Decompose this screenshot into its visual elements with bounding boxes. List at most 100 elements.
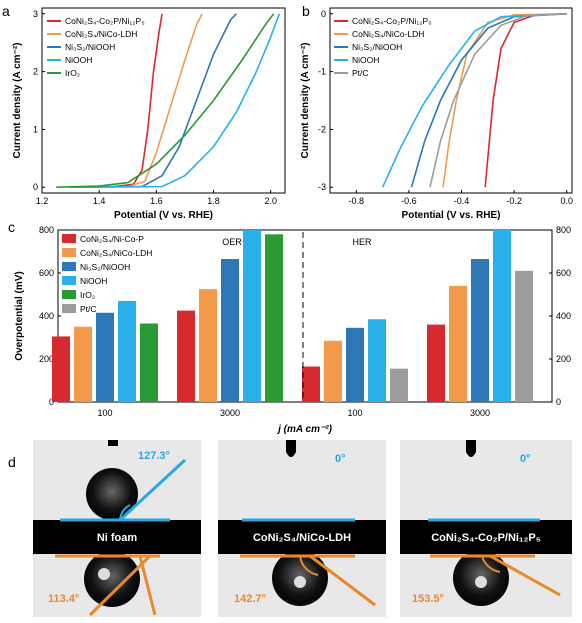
y-axis-label: Current density (A cm⁻²) <box>300 42 311 158</box>
bottom-tangent <box>489 554 561 597</box>
legend-label: CoNi₂S₄/Ni-Co-P <box>80 234 144 244</box>
y-tick-label: 1 <box>33 124 38 134</box>
panel-a-letter: a <box>2 3 10 19</box>
panel-a-chart: 1.2 1.4 1.6 1.8 2.0 0 1 2 3 Potential (V vs. RHE)… <box>12 7 286 221</box>
legend-swatch <box>62 248 76 257</box>
bar-gray <box>390 368 408 402</box>
y-tick-label: 2 <box>33 67 38 77</box>
bar-orange <box>74 326 92 402</box>
panel-b-letter: b <box>302 3 310 19</box>
foam-substrate <box>33 520 201 554</box>
bar-green <box>265 234 283 402</box>
x-tick-label: -0.8 <box>349 196 365 206</box>
bar-gray <box>515 270 533 402</box>
x-tick-label: -0.2 <box>506 196 522 206</box>
series-line-red <box>70 13 163 188</box>
bar-red <box>52 336 70 402</box>
legend-label: CoNi₂S₄-Co₂P/Ni₁₂P₅ <box>352 16 432 26</box>
series-line-blue <box>70 13 237 188</box>
x-axis-label: j (mA cm⁻²) <box>276 424 332 435</box>
x-tick-label: 0.0 <box>560 196 573 206</box>
legend-label: CoNi₂S₄-Co₂P/Ni₁₂P₅ <box>65 16 145 26</box>
right-y-tick-label: 200 <box>556 354 571 364</box>
y-tick-label: 3 <box>33 9 38 19</box>
series-line-blue <box>410 13 567 188</box>
right-y-tick-label: 400 <box>556 311 571 321</box>
plot-frame <box>329 7 573 194</box>
panel-c-chart: 0 0 200 200 400 400 600 600 800 800 100 3000 100 3000… <box>14 225 571 435</box>
bar-cyan <box>118 300 136 402</box>
foam-substrate <box>218 520 386 554</box>
droplet-highlight <box>294 576 306 588</box>
y-tick-label: 0 <box>49 397 54 407</box>
photo-ni-foam: Ni foam 127.3° 113.4° <box>33 440 201 617</box>
bar-cyan <box>243 230 261 402</box>
y-axis-label: Overpotential (mV) <box>14 271 25 360</box>
legend-label: NiOOH <box>65 55 92 65</box>
bottom-tangent <box>309 554 376 607</box>
x-tick-label: 1.8 <box>207 196 220 206</box>
right-y-tick-label: 800 <box>556 225 571 235</box>
panel-c-letter: c <box>8 219 15 235</box>
series-line-red <box>484 13 567 188</box>
x-tick-label: -0.6 <box>401 196 417 206</box>
legend-swatch <box>62 262 76 271</box>
legend-label: CoNi₂S₄/NiCo-LDH <box>65 29 137 39</box>
droplet-highlight <box>98 568 110 580</box>
legend-swatch <box>62 234 76 243</box>
y-tick-label: -1 <box>318 67 326 77</box>
bar-blue <box>346 327 364 402</box>
x-axis-label: Potential (V vs. RHE) <box>402 210 501 221</box>
group-label: 3000 <box>470 408 490 418</box>
x-axis-label: Potential (V vs. RHE) <box>114 210 213 221</box>
droplet-highlight <box>475 576 487 588</box>
panel-d-photos: Ni foam 127.3° 113.4° CoNi₂S₄/NiCo-LDH 0… <box>33 440 572 617</box>
legend-label: CoNi₂S₄/NiCo-LDH <box>352 29 424 39</box>
top-angle-label: 0° <box>520 453 531 465</box>
needle <box>108 440 118 446</box>
y-tick-label: 800 <box>39 225 54 235</box>
series-line-cyan <box>70 13 281 188</box>
legend-swatch <box>62 290 76 299</box>
photo-label: Ni foam <box>97 532 138 544</box>
bar-orange <box>449 285 467 402</box>
bottom-angle-label: 153.5° <box>412 593 444 605</box>
y-tick-label: 0 <box>321 9 326 19</box>
y-tick-label: 600 <box>39 268 54 278</box>
y-axis-label: Current density (A cm⁻²) <box>12 42 23 158</box>
y-tick-label: -2 <box>318 124 326 134</box>
bottom-tangent-2 <box>88 554 152 617</box>
legend-label: Ni₃S₂/NiOOH <box>80 262 130 272</box>
bar-orange <box>199 289 217 402</box>
legend-label: Pt/C <box>352 68 369 78</box>
legend-label: Ni₃S₂/NiOOH <box>352 42 402 52</box>
right-y-tick-label: 600 <box>556 268 571 278</box>
group-label: 100 <box>97 408 112 418</box>
y-tick-label: 200 <box>39 354 54 364</box>
legend-label: NiOOH <box>352 55 379 65</box>
bar-red <box>427 324 445 402</box>
photo-coni2s4-nico-ldh: CoNi₂S₄/NiCo-LDH 0° 142.7° <box>218 440 386 617</box>
foam-substrate <box>400 520 572 554</box>
top-tangent <box>118 458 187 522</box>
needle <box>286 440 296 457</box>
legend-label: CoNi₂S₄/NiCo-LDH <box>80 248 152 258</box>
series-line-orange <box>70 13 203 188</box>
panel-b-chart: -0.8 -0.6 -0.4 -0.2 0.0 0 -1 -2 -3 Potential (V v… <box>300 7 573 221</box>
legend-swatch <box>62 304 76 313</box>
y-tick-label: 0 <box>33 182 38 192</box>
y-tick-label: 400 <box>39 311 54 321</box>
legend-label: IrO₂ <box>80 290 95 300</box>
bar-red <box>177 310 195 402</box>
bar-blue <box>471 259 489 402</box>
group-label: 100 <box>347 408 362 418</box>
bottom-angle-arc <box>481 555 501 573</box>
top-angle-label: 0° <box>335 453 346 465</box>
bottom-droplet <box>84 551 140 607</box>
photo-label: CoNi₂S₄-Co₂P/Ni₁₂P₅ <box>431 532 541 544</box>
bottom-angle-arc <box>299 555 319 576</box>
bottom-tangent <box>138 555 157 616</box>
x-tick-label: 1.2 <box>36 196 49 206</box>
section-label-oer: OER <box>222 237 242 247</box>
